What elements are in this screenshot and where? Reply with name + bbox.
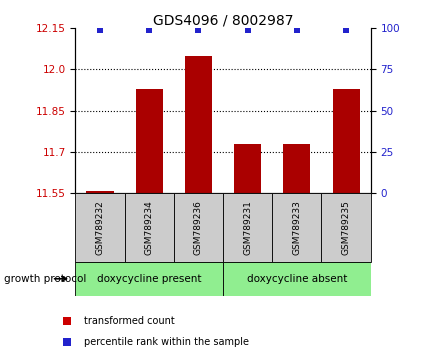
Bar	[332, 88, 359, 193]
Point	[96, 27, 103, 33]
Text: GSM789235: GSM789235	[341, 200, 350, 255]
Bar	[135, 88, 163, 193]
Text: GSM789236: GSM789236	[194, 200, 203, 255]
Point	[293, 27, 300, 33]
Bar	[283, 143, 310, 193]
Text: GSM789232: GSM789232	[95, 200, 104, 255]
Bar	[86, 191, 113, 193]
Point	[244, 27, 251, 33]
Text: GSM789234: GSM789234	[144, 200, 154, 255]
Point	[194, 27, 201, 33]
Point	[64, 340, 71, 346]
Bar	[75, 193, 124, 262]
Bar	[233, 143, 261, 193]
Bar	[124, 193, 173, 262]
Bar	[223, 193, 272, 262]
Point	[145, 27, 152, 33]
Text: percentile rank within the sample: percentile rank within the sample	[84, 337, 249, 348]
Bar	[223, 262, 370, 296]
Text: transformed count: transformed count	[84, 316, 175, 326]
Text: growth protocol: growth protocol	[4, 274, 86, 284]
Text: doxycycline present: doxycycline present	[97, 274, 201, 284]
Bar	[75, 262, 223, 296]
Point	[342, 27, 349, 33]
Bar	[321, 193, 370, 262]
Point	[64, 318, 71, 324]
Title: GDS4096 / 8002987: GDS4096 / 8002987	[153, 13, 292, 27]
Text: doxycycline absent: doxycycline absent	[246, 274, 346, 284]
Bar	[272, 193, 321, 262]
Text: GSM789233: GSM789233	[292, 200, 301, 255]
Text: GSM789231: GSM789231	[243, 200, 252, 255]
Bar	[173, 193, 223, 262]
Bar	[184, 56, 212, 193]
